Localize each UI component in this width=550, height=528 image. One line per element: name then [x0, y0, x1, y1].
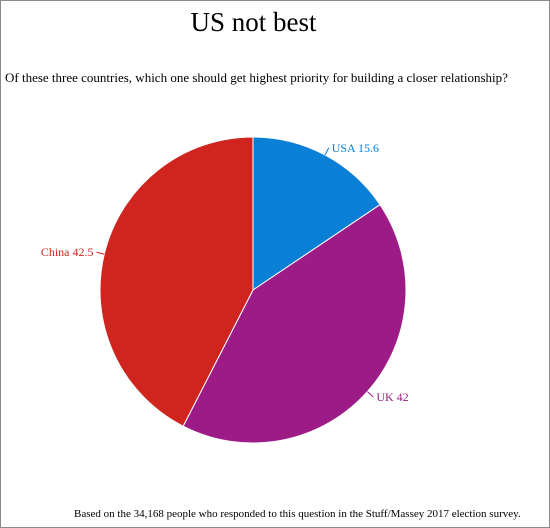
- pie-slice-uk: [182, 203, 407, 444]
- leader-line-china: [96, 251, 105, 255]
- pie-slice-usa: [252, 136, 381, 291]
- pie-slice-china: [99, 136, 254, 427]
- chart-subtitle: Of these three countries, which one shou…: [5, 70, 508, 85]
- leader-line-usa: [324, 147, 330, 156]
- chart-footnote: Based on the 34,168 people who responded…: [74, 508, 521, 520]
- slice-label-china: China 42.5: [41, 245, 94, 259]
- slice-label-uk: UK 42: [376, 390, 408, 404]
- slice-label-usa: USA 15.6: [332, 141, 379, 155]
- leader-line-uk: [367, 391, 374, 398]
- chart-title: US not best: [190, 7, 317, 37]
